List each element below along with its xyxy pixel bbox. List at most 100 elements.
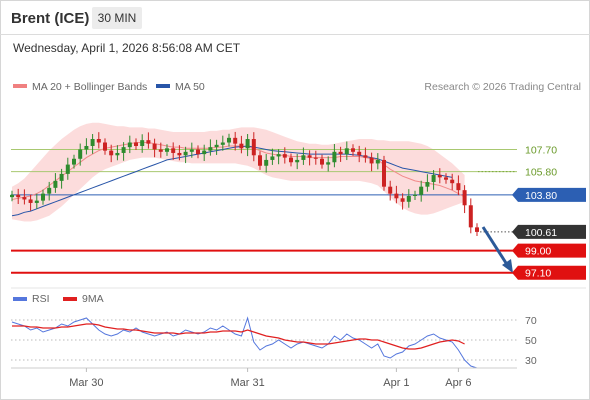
candle-body: [227, 137, 231, 143]
candle-body: [171, 148, 176, 153]
candle-body: [394, 193, 399, 199]
candle-body: [115, 152, 120, 156]
timeframe-badge[interactable]: 30 MIN: [92, 7, 142, 29]
candle-body: [475, 227, 479, 232]
candle-body: [202, 150, 207, 155]
rsi-level-label-50: 50: [525, 335, 537, 347]
candle-body: [47, 187, 52, 194]
candle-body: [146, 140, 151, 144]
candle-body: [214, 144, 219, 148]
candle-body: [96, 139, 101, 143]
candle-body: [338, 151, 343, 155]
rsi-ma-line: [12, 323, 465, 350]
ma50-legend-label: MA 50: [175, 81, 205, 93]
candle-body: [456, 183, 461, 191]
header-divider: [0, 34, 590, 35]
candle-body: [444, 177, 448, 180]
instrument-title: Brent (ICE): [11, 10, 90, 27]
candle-body: [307, 155, 312, 158]
ma50-legend-swatch: [156, 84, 170, 88]
level-tag-text-103.80: 103.80: [525, 190, 557, 202]
candle-body: [276, 154, 281, 157]
candle-body: [301, 155, 306, 160]
rsi-legend-label: RSI: [32, 293, 50, 305]
candle-body: [10, 194, 14, 198]
ma20-line: [11, 142, 465, 200]
rsi-ma-legend-swatch: [63, 297, 77, 301]
candle-body: [413, 194, 417, 196]
candle-body: [382, 159, 386, 187]
level-tag-100.61: [512, 224, 586, 239]
candle-body: [270, 156, 275, 160]
level-tag-99.00: [512, 243, 586, 258]
level-tag-text-100.61: 100.61: [525, 227, 557, 239]
candle-body: [103, 142, 107, 151]
rsi-ma-legend-label: 9MA: [82, 293, 104, 305]
candle-body: [406, 195, 411, 202]
x-tick-label: Apr 6: [445, 377, 471, 389]
candle-body: [351, 148, 355, 152]
timestamp: Wednesday, April 1, 2026 8:56:08 AM CET: [13, 41, 241, 55]
candle-body: [425, 182, 430, 187]
candle-body: [239, 143, 244, 149]
candle-body: [121, 147, 126, 153]
x-tick-label: Mar 30: [69, 377, 103, 389]
rsi-panel: 70 50 30: [11, 315, 537, 369]
candle-body: [158, 149, 163, 152]
candle-body: [22, 197, 27, 200]
candle-body: [326, 162, 331, 165]
candle-body: [363, 155, 368, 158]
candle-body: [295, 159, 300, 163]
candle-body: [28, 199, 33, 203]
candle-body: [233, 137, 238, 144]
candle-body: [152, 143, 157, 150]
candle-body: [437, 175, 442, 178]
candle-body: [332, 151, 337, 163]
candle-body: [41, 193, 45, 201]
candle-body: [468, 205, 473, 228]
header-bar: Brent (ICE) 30 MIN: [0, 0, 590, 36]
level-tag-97.10: [512, 265, 586, 280]
x-tick-label: Mar 31: [230, 377, 264, 389]
ma50-line: [11, 145, 453, 217]
moving-averages: [11, 142, 465, 217]
candle-body: [177, 152, 182, 156]
candle-body: [78, 149, 83, 159]
candle-body: [53, 180, 58, 188]
level-label-107.70: 107.70: [525, 144, 557, 156]
level-lines: [11, 148, 586, 274]
candle-body: [282, 154, 287, 158]
candle-body: [289, 157, 293, 163]
candle-body: [127, 142, 132, 148]
level-tag-103.80: [512, 187, 586, 202]
candle-body: [357, 151, 362, 156]
candles: [10, 131, 479, 236]
candle-body: [196, 149, 200, 155]
candle-body: [245, 139, 250, 149]
level-tags: 107.70 105.80 103.80 100.61 99.00 97.10: [512, 144, 586, 280]
rsi-line: [11, 316, 478, 369]
x-axis: Mar 30 Mar 31 Apr 1 Apr 6: [69, 368, 472, 389]
credit-text: Research © 2026 Trading Central: [424, 81, 581, 93]
candle-body: [400, 198, 405, 202]
candle-body: [431, 175, 436, 183]
level-tag-text-97.10: 97.10: [525, 268, 551, 280]
candle-body: [419, 186, 424, 195]
candle-body: [183, 151, 188, 156]
candle-body: [140, 140, 145, 146]
rsi-legend-swatch: [13, 297, 27, 301]
candle-body: [220, 142, 225, 145]
candle-body: [134, 142, 138, 146]
x-tick-label: Apr 1: [383, 377, 409, 389]
candle-body: [258, 155, 262, 166]
level-label-105.80: 105.80: [525, 167, 557, 179]
candle-body: [189, 149, 194, 152]
candle-body: [165, 148, 169, 152]
candle-body: [208, 147, 213, 151]
candle-body: [264, 159, 269, 166]
candle-body: [313, 157, 318, 159]
candle-body: [90, 139, 95, 146]
ma20-legend-label: MA 20 + Bollinger Bands: [32, 81, 147, 93]
candle-body: [84, 145, 89, 150]
